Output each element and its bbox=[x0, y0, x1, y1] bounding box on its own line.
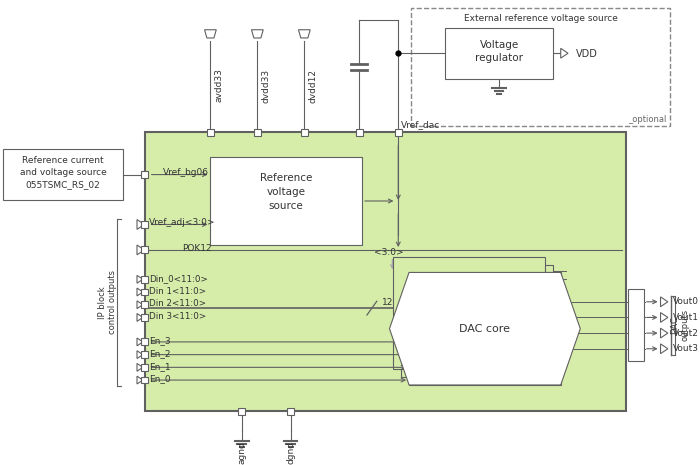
Text: Din 2<11:0>: Din 2<11:0> bbox=[148, 299, 206, 308]
Bar bbox=[141, 339, 148, 345]
Bar bbox=[145, 133, 626, 412]
Text: En_0: En_0 bbox=[148, 375, 170, 384]
Text: IP block
control outputs: IP block control outputs bbox=[98, 270, 118, 334]
Text: Vout1: Vout1 bbox=[673, 313, 699, 322]
Text: agnd: agnd bbox=[237, 441, 246, 464]
Bar bbox=[141, 246, 148, 253]
Text: <3:0>: <3:0> bbox=[374, 248, 403, 257]
Bar bbox=[141, 301, 148, 308]
Text: Vref_bg06: Vref_bg06 bbox=[162, 168, 209, 177]
Text: regulator: regulator bbox=[475, 53, 523, 63]
Text: _optional: _optional bbox=[628, 115, 666, 124]
Text: Vout3: Vout3 bbox=[673, 344, 699, 353]
Text: POK12: POK12 bbox=[182, 245, 211, 253]
Polygon shape bbox=[661, 297, 668, 307]
Bar bbox=[141, 221, 148, 228]
Text: En_1: En_1 bbox=[148, 362, 170, 371]
Bar bbox=[141, 314, 148, 321]
Polygon shape bbox=[661, 312, 668, 322]
Text: En_3: En_3 bbox=[148, 337, 170, 345]
Text: Din 1<11:0>: Din 1<11:0> bbox=[148, 286, 206, 296]
Bar bbox=[141, 171, 148, 178]
Text: Din_0<11:0>: Din_0<11:0> bbox=[148, 274, 207, 283]
Text: dvdd12: dvdd12 bbox=[308, 68, 317, 102]
Text: 055TSMC_RS_02: 055TSMC_RS_02 bbox=[26, 180, 101, 189]
Bar bbox=[395, 129, 402, 136]
Polygon shape bbox=[137, 338, 143, 346]
Text: Reference current: Reference current bbox=[22, 156, 104, 166]
Polygon shape bbox=[137, 364, 143, 371]
Bar bbox=[207, 129, 214, 136]
Polygon shape bbox=[137, 313, 143, 321]
Bar bbox=[3, 149, 123, 200]
Bar bbox=[287, 408, 294, 415]
Text: Voltage: Voltage bbox=[480, 40, 519, 50]
Polygon shape bbox=[389, 272, 580, 385]
Polygon shape bbox=[561, 48, 568, 58]
Text: dgnd: dgnd bbox=[286, 441, 295, 464]
Text: DAC core: DAC core bbox=[459, 324, 510, 334]
Text: 12: 12 bbox=[382, 298, 393, 307]
Bar bbox=[409, 272, 561, 385]
Bar bbox=[628, 289, 644, 361]
Bar bbox=[445, 28, 553, 79]
Text: Vout2: Vout2 bbox=[673, 329, 699, 338]
Text: dvdd33: dvdd33 bbox=[261, 68, 270, 103]
Text: source: source bbox=[269, 201, 304, 211]
Bar bbox=[356, 129, 363, 136]
Text: voltage: voltage bbox=[267, 187, 306, 197]
Bar bbox=[301, 129, 308, 136]
Text: Vout0: Vout0 bbox=[673, 297, 699, 306]
Polygon shape bbox=[137, 376, 143, 384]
Polygon shape bbox=[251, 30, 263, 38]
Text: VDD: VDD bbox=[576, 49, 598, 59]
Bar bbox=[393, 257, 545, 369]
Polygon shape bbox=[137, 351, 143, 359]
Polygon shape bbox=[661, 344, 668, 354]
Polygon shape bbox=[137, 275, 143, 283]
Bar bbox=[141, 276, 148, 283]
Text: DAC
outputs: DAC outputs bbox=[671, 309, 690, 341]
Text: Vref_adj<3:0>: Vref_adj<3:0> bbox=[148, 218, 215, 227]
Bar bbox=[411, 8, 671, 126]
Polygon shape bbox=[204, 30, 216, 38]
Text: and voltage source: and voltage source bbox=[20, 168, 106, 177]
Polygon shape bbox=[137, 245, 144, 255]
Polygon shape bbox=[137, 301, 143, 309]
Polygon shape bbox=[137, 288, 143, 296]
Bar bbox=[141, 351, 148, 358]
Bar bbox=[141, 289, 148, 295]
Polygon shape bbox=[298, 30, 310, 38]
Text: En_2: En_2 bbox=[148, 349, 170, 358]
Bar bbox=[141, 377, 148, 384]
Bar bbox=[141, 364, 148, 371]
Bar bbox=[254, 129, 261, 136]
Text: avdd33: avdd33 bbox=[214, 68, 223, 102]
Text: Reference: Reference bbox=[260, 173, 312, 184]
Bar bbox=[401, 265, 553, 377]
Bar bbox=[211, 157, 362, 245]
Text: External reference voltage source: External reference voltage source bbox=[463, 13, 617, 22]
Text: Vref_dac: Vref_dac bbox=[401, 120, 440, 129]
Bar bbox=[238, 408, 245, 415]
Text: Din 3<11:0>: Din 3<11:0> bbox=[148, 312, 206, 321]
Polygon shape bbox=[661, 328, 668, 338]
Polygon shape bbox=[137, 219, 144, 229]
